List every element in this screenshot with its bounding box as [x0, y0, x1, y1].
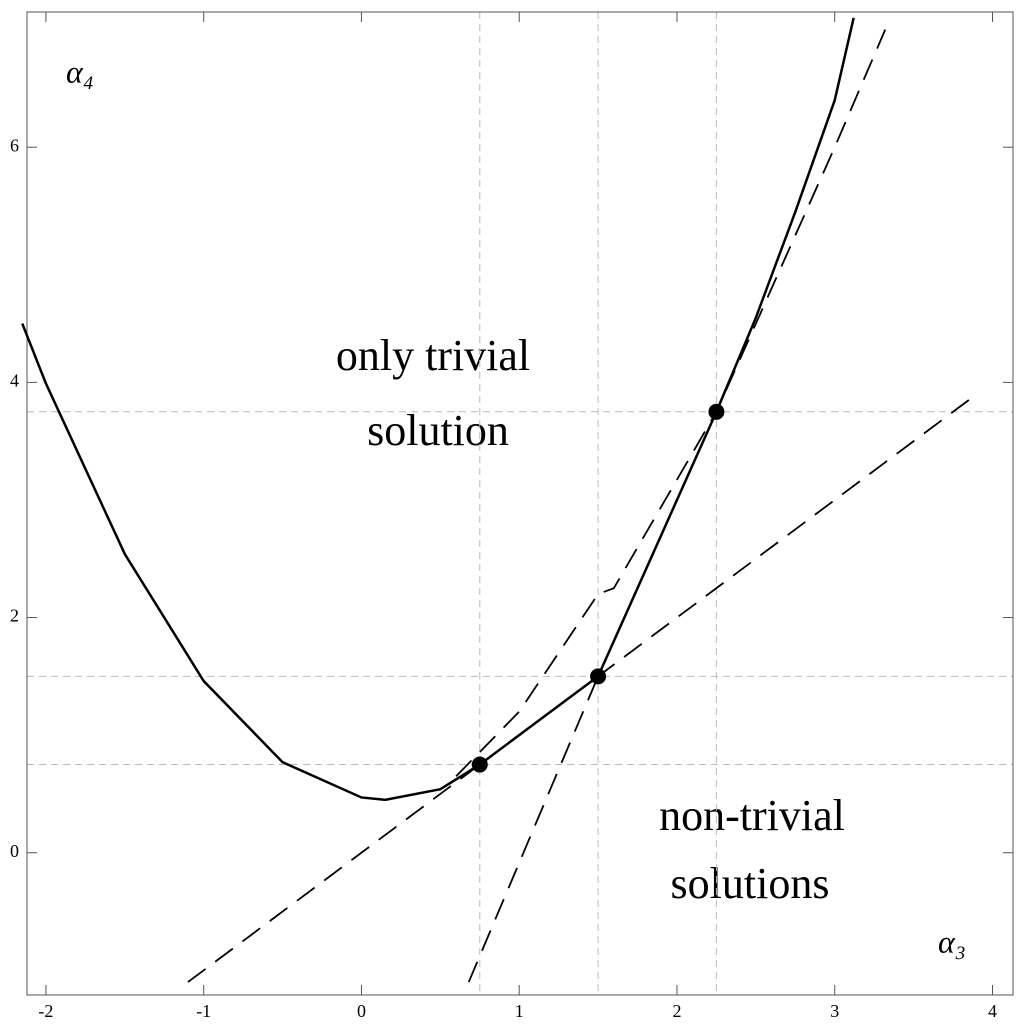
annotation: non-trivial — [659, 791, 845, 840]
x-tick-label: -2 — [38, 1001, 53, 1021]
annotation: only trivial — [336, 331, 530, 380]
annotation: solution — [367, 406, 509, 455]
annotation: solutions — [671, 859, 830, 908]
y-axis-label: α₄ — [66, 53, 94, 89]
x-tick-label: 2 — [672, 1001, 681, 1021]
x-axis-label: α₃ — [938, 923, 966, 959]
dashed-curve — [187, 393, 978, 983]
y-tick-label: 2 — [10, 606, 19, 626]
boundary-curve — [21, 17, 855, 802]
dashed-curve — [467, 675, 599, 983]
point — [471, 756, 488, 773]
plot-frame — [26, 11, 1014, 996]
y-tick-label: 4 — [10, 371, 19, 391]
point — [590, 668, 607, 685]
x-tick-label: 0 — [357, 1001, 366, 1021]
y-tick-label: 0 — [10, 841, 19, 861]
y-tick-label: 6 — [10, 135, 19, 155]
x-tick-label: 3 — [830, 1001, 839, 1021]
dashed-curve — [455, 29, 887, 777]
point — [708, 403, 725, 420]
x-tick-label: -1 — [196, 1001, 211, 1021]
x-tick-label: 4 — [988, 1001, 997, 1021]
x-tick-label: 1 — [515, 1001, 524, 1021]
